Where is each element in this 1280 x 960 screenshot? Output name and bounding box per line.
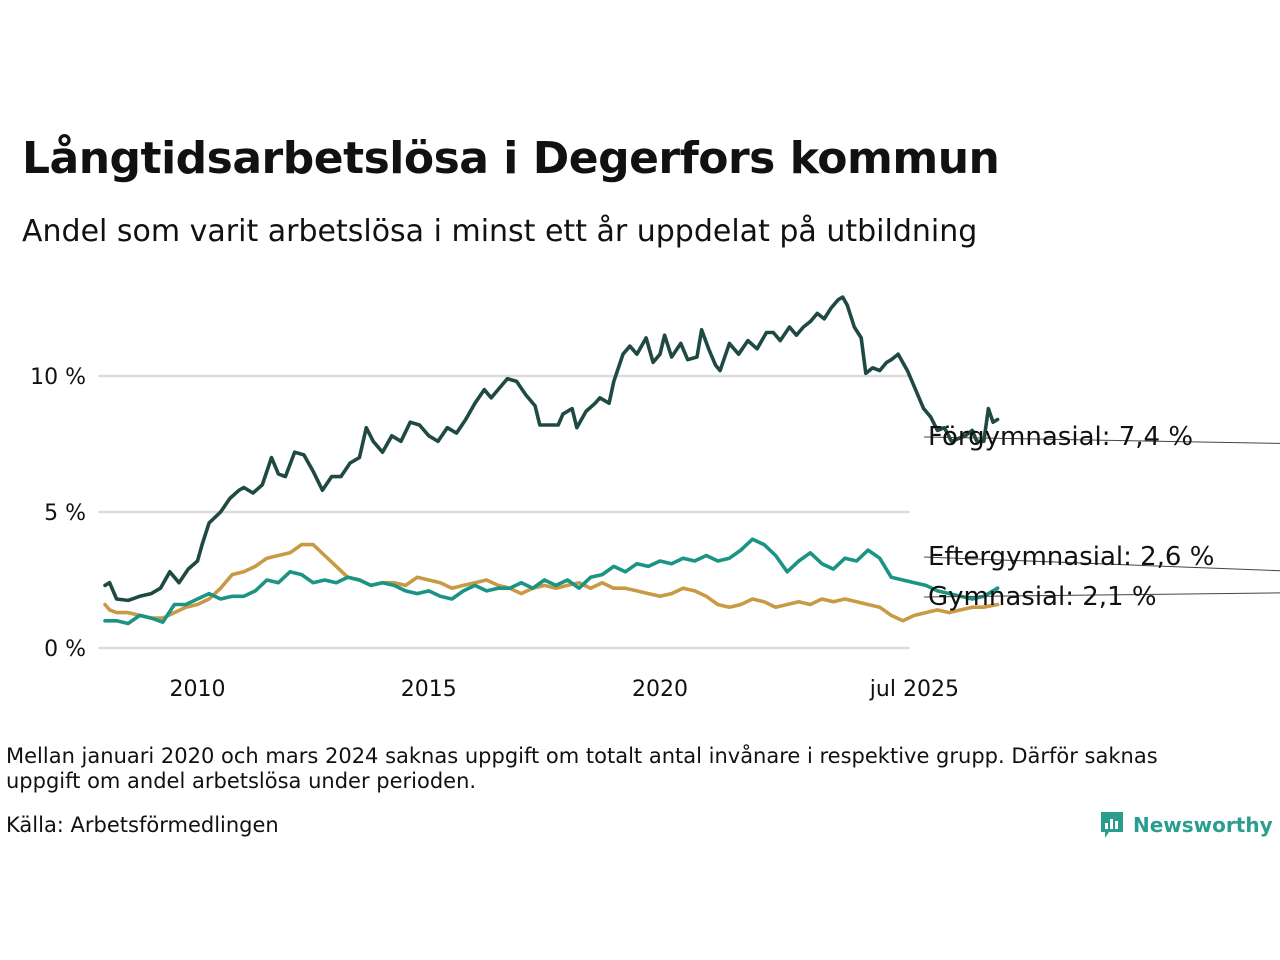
x-tick-label: jul 2025 (869, 677, 959, 702)
series-end-label: Eftergymnasial: 2,6 % (928, 542, 1214, 572)
footnote: Mellan januari 2020 och mars 2024 saknas… (6, 744, 1158, 793)
series-end-label: Förgymnasial: 7,4 % (928, 422, 1193, 452)
series-lines (103, 295, 1000, 626)
source-note: Källa: Arbetsförmedlingen (6, 813, 279, 837)
series-förgymnasial-line (103, 295, 1000, 603)
newsworthy-logo: Newsworthy (1099, 808, 1273, 842)
y-tick-label: 10 % (30, 365, 86, 390)
series-eftergymnasial-line (103, 537, 1000, 626)
x-tick-label: 2010 (170, 677, 226, 702)
x-axis-tick-labels: 2010 2015 2020 jul 2025 (170, 677, 959, 702)
label-leader (923, 436, 1280, 444)
label-leader (923, 592, 1280, 598)
series-segment (103, 542, 1000, 623)
series-segment (103, 537, 1000, 626)
label-leader (923, 556, 1280, 572)
bar-chart-icon (1101, 812, 1123, 838)
series-end-labels: Förgymnasial: 7,4 % Eftergymnasial: 2,6 %… (923, 422, 1280, 612)
logo-text: Newsworthy (1133, 813, 1273, 837)
chart-subtitle: Andel som varit arbetslösa i minst ett å… (22, 214, 978, 249)
y-tick-label: 5 % (44, 501, 86, 526)
series-gymnasial-line (103, 542, 1000, 623)
series-end-label: Gymnasial: 2,1 % (928, 582, 1157, 612)
series-segment (103, 295, 1000, 603)
chart-title: Långtidsarbetslösa i Degerfors kommun (22, 133, 1000, 184)
x-tick-label: 2020 (632, 677, 688, 702)
x-tick-label: 2015 (401, 677, 457, 702)
line-chart: 0 % 5 % 10 % 2010 2015 2020 jul 2025 Förgymna… (30, 295, 1280, 702)
y-gridlines (98, 374, 910, 650)
y-tick-label: 0 % (44, 637, 86, 662)
y-axis-tick-labels: 0 % 5 % 10 % (30, 365, 86, 662)
